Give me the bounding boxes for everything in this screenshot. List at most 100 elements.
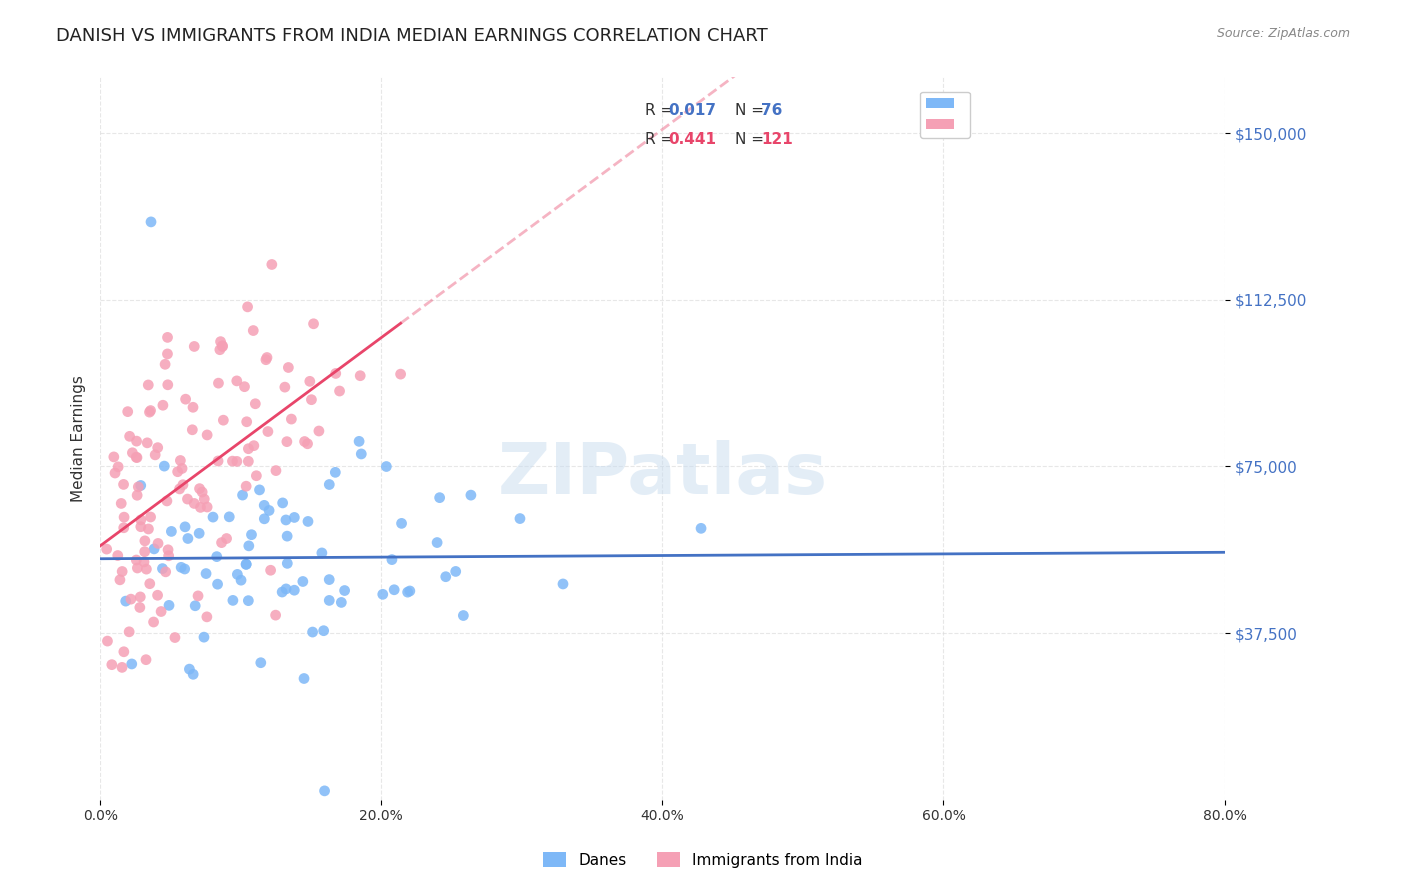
Point [125,450,148,465]
Point [297,436,319,450]
Text: R =: R = [645,103,679,118]
Point [112,477,135,491]
Point [291,574,314,589]
Point [117,404,139,418]
Point [108,573,131,587]
Point [329,384,352,398]
Point [453,608,475,623]
Point [174,392,197,407]
Point [107,459,129,474]
Point [690,521,713,535]
Point [318,593,340,607]
Point [193,492,215,507]
Point [132,555,155,569]
Point [107,549,129,563]
Point [129,478,152,492]
Point [260,258,283,272]
Point [125,434,148,449]
Point [330,595,353,609]
Point [236,300,259,314]
Point [274,582,297,596]
Point [121,657,143,671]
Point [135,562,157,576]
Point [191,485,214,500]
Point [157,599,180,613]
Point [460,488,482,502]
Point [256,351,278,365]
Point [218,509,240,524]
Point [551,577,574,591]
Point [276,529,298,543]
Y-axis label: Median Earnings: Median Earnings [72,376,86,502]
Point [298,375,321,389]
Point [183,496,205,510]
Point [232,488,254,502]
Point [207,577,229,591]
Point [429,491,451,505]
Text: Source: ZipAtlas.com: Source: ZipAtlas.com [1216,27,1350,40]
Point [212,413,235,427]
Legend: Danes, Immigrants from India: Danes, Immigrants from India [536,844,870,875]
Point [238,442,260,456]
Point [371,587,394,601]
Point [163,631,186,645]
Point [188,482,211,496]
Point [156,377,179,392]
Point [129,519,152,533]
Point [177,532,200,546]
Point [294,434,316,449]
Point [157,542,180,557]
Point [160,524,183,539]
Point [389,367,412,381]
Point [240,527,263,541]
Text: R =: R = [645,132,679,146]
Point [243,439,266,453]
Point [179,662,201,676]
Point [274,380,297,394]
Point [211,535,233,549]
Point [101,657,124,672]
Point [181,667,204,681]
Point [127,561,149,575]
Point [276,434,298,449]
Point [111,660,134,674]
Point [235,558,257,572]
Point [173,562,195,576]
Point [222,593,245,607]
Point [302,317,325,331]
Point [205,549,228,564]
Point [221,454,243,468]
Point [139,403,162,417]
Text: ZIPatlas: ZIPatlas [498,441,827,509]
Point [139,215,162,229]
Point [391,516,413,531]
Point [166,465,188,479]
Point [277,360,299,375]
Point [96,542,118,557]
Point [139,510,162,524]
Point [333,583,356,598]
Point [111,565,134,579]
Text: 121: 121 [761,132,793,146]
Text: N =: N = [735,132,769,146]
Point [143,448,166,462]
Point [233,380,256,394]
Point [138,405,160,419]
Point [135,653,157,667]
Point [249,483,271,497]
Point [195,610,218,624]
Point [318,477,340,491]
Point [170,560,193,574]
Point [280,412,302,426]
Point [96,634,118,648]
Point [169,482,191,496]
Point [257,503,280,517]
Point [139,576,162,591]
Point [112,510,135,524]
Point [245,468,267,483]
Point [325,367,347,381]
Point [152,398,174,412]
Point [172,477,194,491]
Point [209,334,232,349]
Point [211,339,233,353]
